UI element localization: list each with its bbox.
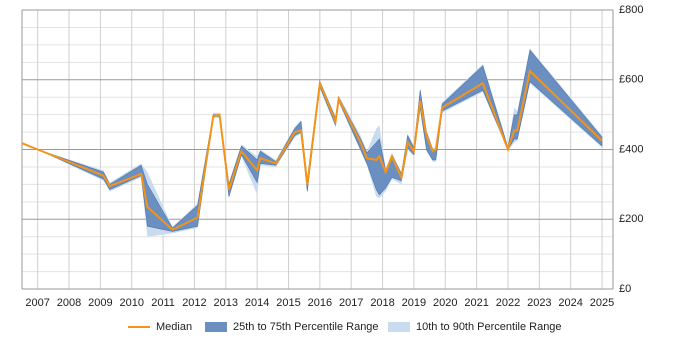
y-tick-label: £400 <box>619 143 643 155</box>
x-tick-label: 2023 <box>527 297 551 309</box>
x-tick-label: 2024 <box>558 297 582 309</box>
x-tick-label: 2015 <box>276 297 300 309</box>
median-line <box>21 69 603 231</box>
x-tick-label: 2013 <box>214 297 238 309</box>
legend-label: 25th to 75th Percentile Range <box>233 321 379 333</box>
x-tick-label: 2025 <box>590 297 614 309</box>
x-tick-label: 2019 <box>402 297 426 309</box>
x-tick-label: 2020 <box>433 297 457 309</box>
x-tick-label: 2018 <box>370 297 394 309</box>
x-tick-label: 2022 <box>496 297 520 309</box>
legend-label: Median <box>156 321 192 333</box>
legend-swatch <box>205 322 227 332</box>
x-tick-label: 2012 <box>182 297 206 309</box>
x-tick-label: 2010 <box>119 297 143 309</box>
y-tick-label: £600 <box>619 74 643 86</box>
x-tick-label: 2021 <box>464 297 488 309</box>
y-tick-label: £800 <box>619 4 643 16</box>
x-tick-label: 2008 <box>57 297 81 309</box>
y-tick-label: £0 <box>619 283 631 295</box>
x-tick-label: 2007 <box>25 297 49 309</box>
x-tick-label: 2009 <box>88 297 112 309</box>
x-tick-label: 2011 <box>151 297 175 309</box>
x-tick-label: 2017 <box>339 297 363 309</box>
y-tick-label: £200 <box>619 213 643 225</box>
x-tick-label: 2016 <box>308 297 332 309</box>
percentile-band <box>21 49 603 232</box>
legend-swatch <box>388 322 410 332</box>
legend-label: 10th to 90th Percentile Range <box>416 321 562 333</box>
x-tick-label: 2014 <box>245 297 269 309</box>
